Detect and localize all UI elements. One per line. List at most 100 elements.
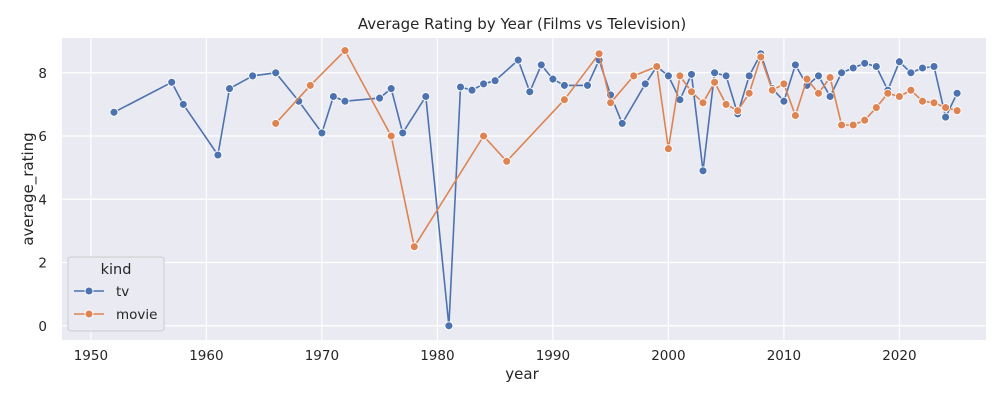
chart-title: Average Rating by Year (Films vs Televis… (358, 15, 686, 33)
legend-item-tv: tv (74, 284, 129, 300)
data-point-movie (894, 92, 904, 101)
data-point-tv (710, 68, 720, 78)
legend-item-movie: movie (74, 307, 157, 323)
data-point-tv (929, 62, 939, 71)
data-point-tv (525, 87, 535, 97)
data-point-movie (883, 88, 893, 98)
data-point-movie (710, 77, 720, 87)
data-point-movie (594, 49, 604, 59)
data-point-movie (941, 103, 951, 113)
data-point-movie (825, 73, 835, 82)
series-layer (109, 46, 962, 331)
x-tick-label: 1980 (420, 348, 454, 364)
series-movie (271, 46, 962, 252)
data-point-tv (640, 79, 650, 89)
data-point-movie (663, 144, 673, 154)
y-tick-label: 4 (38, 192, 47, 208)
data-point-tv (467, 85, 477, 95)
data-point-movie (652, 62, 662, 71)
x-tick-label: 1950 (74, 348, 108, 364)
y-tick-label: 0 (38, 319, 47, 335)
data-point-tv (513, 55, 523, 65)
data-point-movie (860, 115, 870, 125)
legend-label: tv (116, 284, 129, 300)
data-point-tv (663, 71, 673, 81)
legend-swatch-marker (84, 309, 94, 319)
data-point-movie (698, 98, 708, 108)
data-point-movie (814, 88, 823, 98)
data-point-movie (733, 106, 743, 116)
data-point-movie (906, 85, 916, 95)
data-point-tv (386, 84, 396, 94)
x-axis-label: year (505, 365, 539, 383)
x-tick-label: 1990 (536, 348, 570, 364)
data-point-tv (479, 79, 489, 89)
data-point-tv (456, 82, 465, 92)
data-point-tv (559, 80, 569, 90)
data-point-movie (606, 98, 616, 108)
x-tick-label: 1970 (305, 348, 339, 364)
plot-background (62, 38, 986, 340)
data-point-movie (629, 71, 639, 81)
y-gridlines (62, 72, 986, 327)
data-point-movie (837, 120, 847, 130)
data-point-movie (502, 156, 512, 166)
data-point-tv (952, 88, 962, 98)
data-point-tv (744, 71, 754, 81)
y-tick-label: 6 (38, 129, 47, 145)
data-point-tv (941, 112, 951, 122)
data-point-movie (871, 103, 881, 113)
x-tick-label: 1960 (189, 348, 223, 364)
data-point-tv (698, 166, 708, 176)
data-point-movie (340, 46, 350, 56)
data-point-tv (906, 68, 916, 78)
data-point-tv (918, 63, 927, 73)
data-point-tv (583, 80, 592, 90)
data-point-tv (317, 128, 327, 138)
data-point-tv (248, 71, 258, 81)
y-axis-label: average_rating (19, 132, 38, 245)
data-point-tv (687, 69, 696, 79)
x-tick-label: 2010 (767, 348, 801, 364)
data-point-movie (918, 96, 927, 106)
data-point-movie (929, 98, 939, 108)
data-point-tv (340, 96, 350, 106)
data-point-movie (305, 80, 315, 90)
legend-swatch-marker (84, 286, 94, 296)
data-point-tv (825, 92, 835, 101)
data-point-tv (837, 68, 847, 78)
x-tick-label: 2000 (651, 348, 685, 364)
data-point-tv (178, 99, 188, 109)
data-point-movie (744, 88, 754, 98)
data-point-tv (779, 96, 789, 106)
data-point-movie (559, 95, 569, 105)
data-point-tv (894, 57, 904, 67)
data-point-tv (375, 93, 385, 103)
data-point-movie (790, 111, 800, 120)
legend-title: kind (101, 262, 132, 278)
data-point-tv (860, 58, 870, 68)
data-point-movie (721, 99, 731, 109)
data-point-movie (386, 131, 396, 141)
data-point-movie (675, 71, 685, 81)
y-tick-label: 8 (38, 66, 47, 82)
data-point-tv (213, 150, 223, 160)
data-point-movie (802, 74, 812, 84)
data-point-tv (167, 77, 177, 87)
legend-label: movie (116, 307, 157, 323)
y-tick-label: 2 (38, 256, 47, 272)
data-point-tv (848, 63, 858, 73)
y-tick-labels: 0 2 4 6 8 (38, 66, 47, 335)
data-point-tv (548, 74, 558, 84)
data-point-tv (617, 118, 627, 128)
data-point-tv (421, 92, 431, 101)
data-point-tv (721, 71, 731, 81)
data-point-movie (779, 79, 789, 89)
series-tv (109, 49, 962, 331)
data-point-movie (952, 106, 962, 116)
x-tick-labels: 1950 1960 1970 1980 1990 2000 2010 2020 (74, 348, 917, 364)
data-point-movie (479, 131, 489, 141)
data-point-movie (756, 52, 766, 62)
data-point-tv (871, 62, 881, 71)
